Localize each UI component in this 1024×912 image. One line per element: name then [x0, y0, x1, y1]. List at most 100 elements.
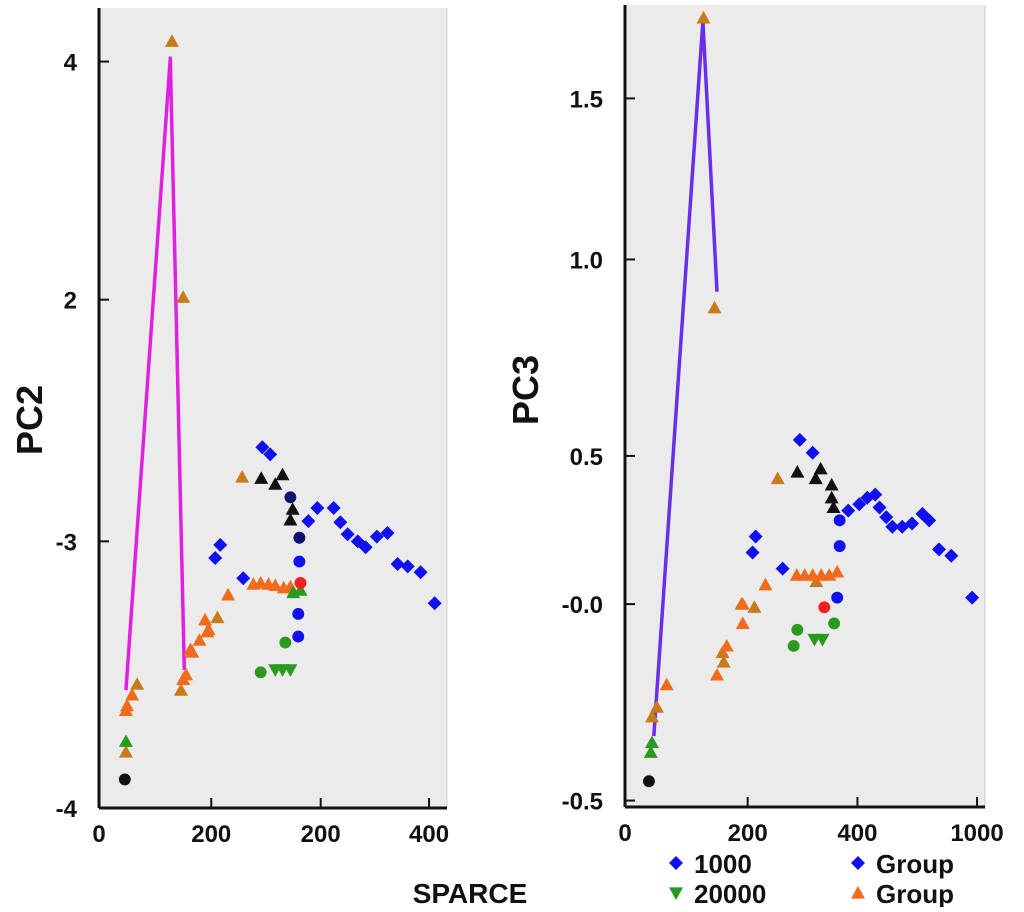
x-tick-label: 200	[191, 821, 231, 848]
data-point-triangle-up	[254, 471, 269, 484]
y-tick-label: 1.0	[570, 247, 603, 274]
data-point-triangle-up	[696, 10, 711, 24]
data-point-diamond	[263, 447, 278, 462]
data-point-triangle-up	[822, 568, 837, 581]
data-point-triangle-up	[709, 667, 724, 681]
data-point-diamond	[775, 561, 790, 576]
data-point-triangle-up	[125, 687, 140, 701]
data-point-triangle-up	[809, 574, 824, 588]
data-point-triangle-up	[198, 612, 213, 626]
data-point-triangle-up	[716, 655, 731, 668]
x-tick-label: 400	[837, 820, 877, 847]
data-point-diamond	[236, 571, 251, 586]
x-tick-label: 200	[301, 821, 341, 848]
y-tick-label: -0.0	[562, 592, 603, 619]
data-point-triangle-up	[130, 677, 145, 690]
legend-marker-diamond-icon	[669, 856, 683, 870]
y-tick-label: 2	[64, 288, 77, 315]
data-point-triangle-up	[275, 467, 290, 481]
data-point-diamond	[879, 510, 894, 525]
y-tick-label: -4	[56, 796, 78, 823]
x-tick-label: 400	[409, 821, 449, 848]
data-point-triangle-up	[210, 610, 225, 624]
data-point-triangle-up	[221, 587, 236, 601]
data-point-triangle-up	[735, 597, 750, 610]
data-point-circle	[831, 591, 844, 604]
x-axis-label: SPARCE	[413, 878, 528, 907]
data-point-triangle-up	[770, 471, 785, 485]
plot-background	[625, 5, 985, 807]
data-point-triangle-up	[824, 477, 839, 491]
data-point-circle	[828, 617, 841, 630]
data-point-triangle-up	[200, 624, 215, 638]
data-point-triangle-up	[118, 734, 133, 747]
data-point-triangle-up	[118, 745, 133, 758]
data-point-diamond	[369, 529, 384, 544]
data-point-triangle-up	[644, 735, 659, 749]
data-point-diamond	[872, 500, 887, 515]
legend-marker-triangle-up-icon	[851, 886, 865, 899]
data-point-circle	[292, 630, 305, 643]
data-point-diamond	[852, 497, 867, 512]
data-point-triangle-up	[707, 300, 722, 314]
data-point-triangle-up	[824, 490, 839, 504]
data-point-diamond	[885, 519, 900, 534]
data-point-triangle-up	[830, 564, 845, 578]
data-point-circle	[118, 773, 131, 786]
legend-label: 1000	[694, 849, 752, 879]
pc2-axis-label: PC2	[9, 385, 50, 455]
data-point-diamond	[380, 526, 395, 540]
data-point-diamond	[841, 503, 856, 518]
data-point-diamond	[792, 432, 807, 447]
y-tick-label: 4	[64, 50, 78, 77]
data-point-triangle-up	[813, 461, 828, 475]
data-point-diamond	[255, 440, 270, 455]
x-tick-label: 1000	[950, 820, 1003, 847]
data-point-diamond	[805, 445, 820, 460]
x-tick-label: 200	[728, 820, 768, 847]
pc2-panel: 0 200 200 400 4 2 -3 -4	[56, 8, 449, 848]
data-point-circle	[787, 640, 800, 652]
data-point-diamond	[922, 513, 937, 528]
data-point-triangle-up	[179, 667, 193, 681]
data-point-circle	[833, 540, 846, 553]
data-point-triangle-up	[173, 683, 188, 696]
data-point-triangle-up	[649, 700, 664, 713]
data-point-triangle-up	[285, 502, 300, 515]
data-point-triangle-up	[808, 471, 823, 485]
data-point-circle	[292, 608, 305, 620]
data-point-diamond	[213, 537, 228, 552]
x-tick-label: 0	[92, 821, 105, 848]
data-point-diamond	[944, 548, 959, 563]
data-point-triangle-up	[719, 638, 734, 652]
data-point-diamond	[413, 565, 428, 580]
data-point-circle	[818, 601, 831, 614]
data-point-triangle-up	[644, 709, 659, 723]
data-point-diamond	[390, 556, 405, 571]
y-tick-label: 0.5	[570, 444, 603, 471]
data-point-triangle-up	[758, 577, 773, 591]
data-point-diamond	[965, 590, 980, 605]
data-point-diamond	[427, 596, 442, 611]
data-point-diamond	[301, 514, 316, 529]
data-point-diamond	[905, 516, 920, 531]
data-point-triangle-up	[283, 512, 298, 526]
data-point-triangle-up	[715, 645, 730, 658]
data-point-triangle-down	[283, 664, 298, 677]
y-tick-label: -0.5	[562, 789, 603, 816]
data-point-circle	[279, 636, 292, 649]
data-point-circle	[294, 577, 307, 589]
legend-label: Group	[876, 879, 954, 907]
data-point-diamond	[358, 540, 373, 555]
legend-marker-triangle-down-icon	[669, 887, 683, 900]
data-point-triangle-up	[643, 745, 658, 758]
pc3-axis-label: PC3	[505, 355, 546, 425]
data-point-circle	[833, 514, 846, 527]
data-point-circle	[284, 491, 297, 504]
data-point-triangle-down	[815, 633, 830, 647]
trajectory-line	[124, 56, 187, 691]
legend-label: 20000	[694, 879, 766, 907]
data-point-diamond	[745, 545, 760, 560]
